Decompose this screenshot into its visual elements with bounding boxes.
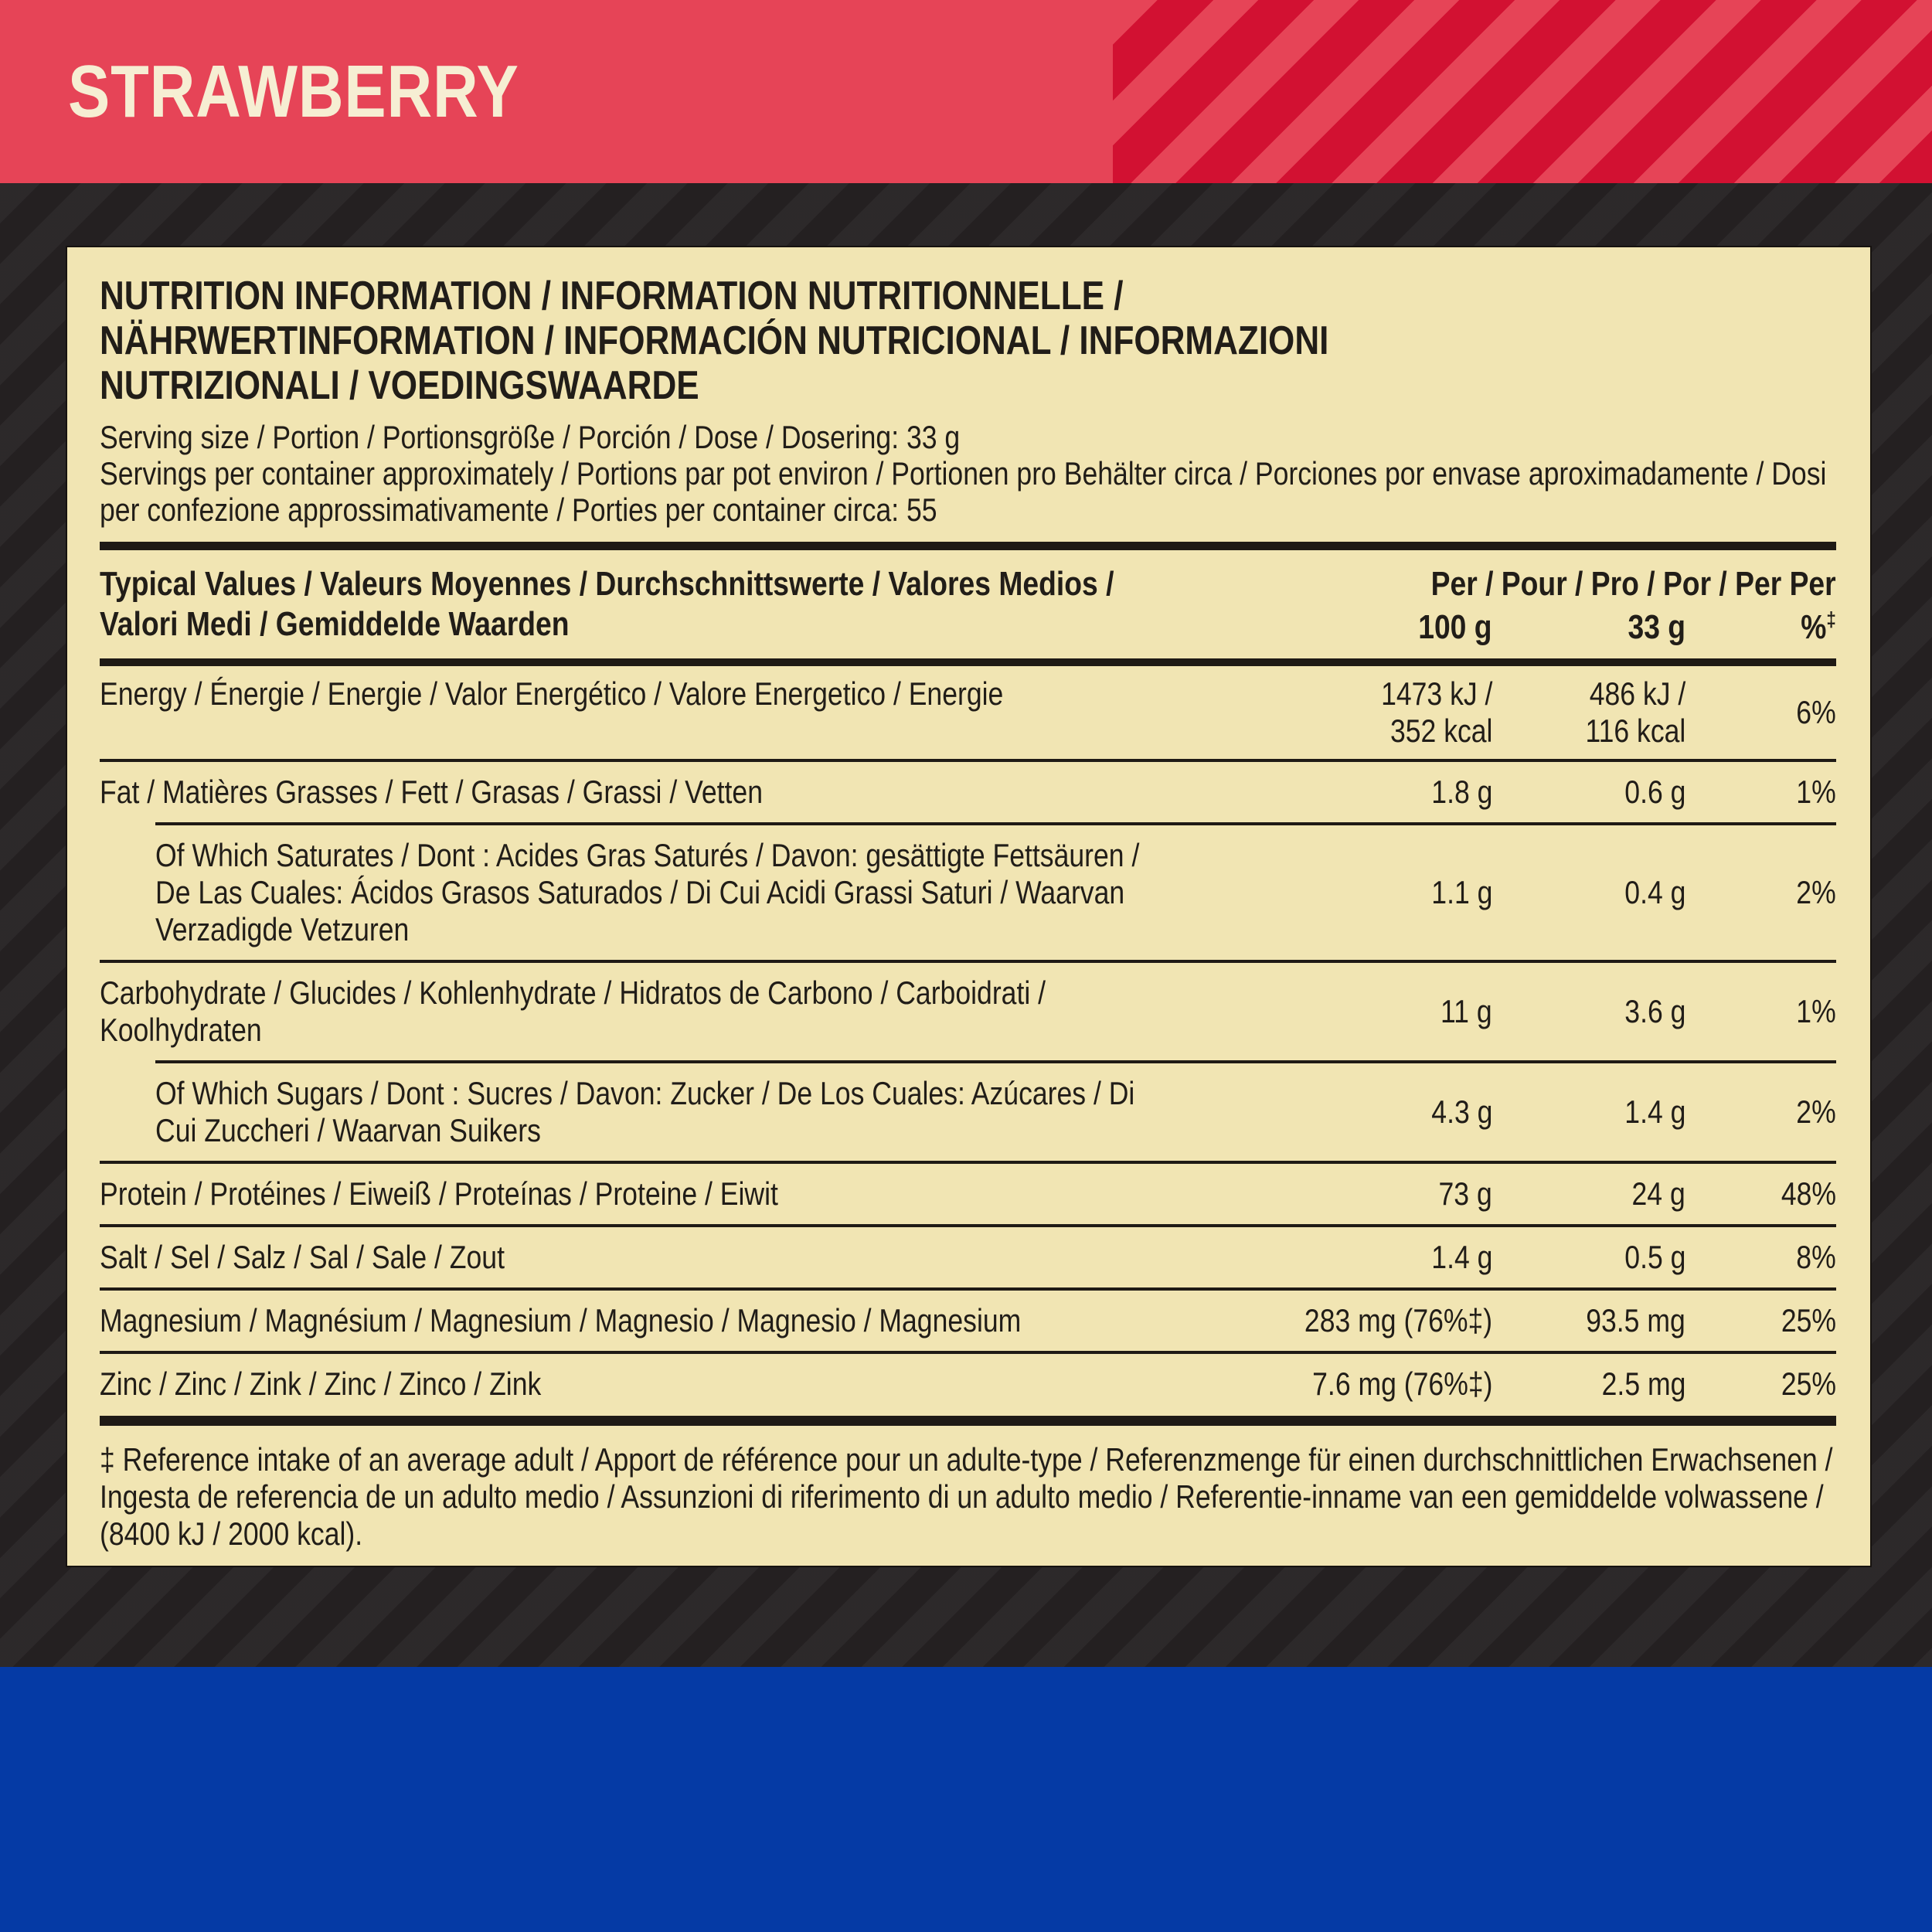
value-per-33g: 93.5 mg <box>1586 1302 1685 1338</box>
value-per-100g: 7.6 mg (76%‡) <box>1311 1366 1492 1402</box>
row-label: Of Which Sugars / Dont : Sucres / Davon:… <box>155 1075 1135 1148</box>
table-row-salt: Salt / Sel / Salz / Sal / Sale / Zout 1.… <box>100 1227 1836 1287</box>
value-per-100g: 1.8 g <box>1430 774 1492 810</box>
rule-above-table <box>100 542 1836 550</box>
row-label: Zinc / Zinc / Zink / Zinc / Zinco / Zink <box>100 1366 542 1402</box>
row-separator <box>100 759 1836 762</box>
nutrition-heading-line-2: NÄHRWERTINFORMATION / INFORMACIÓN NUTRIC… <box>100 318 1329 363</box>
per-columns-header-line: Per / Pour / Pro / Por / Per Per <box>1430 565 1836 603</box>
value-per-100g: 1.4 g <box>1430 1239 1492 1275</box>
value-ri-pct: 6% <box>1796 694 1836 730</box>
servings-per-container-line: Servings per container approximately / P… <box>100 455 1827 528</box>
value-per-33g: 1.4 g <box>1624 1094 1685 1130</box>
rule-below-header <box>100 658 1836 666</box>
row-label: Of Which Saturates / Dont : Acides Gras … <box>155 837 1140 947</box>
row-separator <box>100 1351 1836 1354</box>
row-label: Magnesium / Magnésium / Magnesium / Magn… <box>100 1302 1022 1338</box>
nutrition-heading: NUTRITION INFORMATION / INFORMATION NUTR… <box>100 274 1836 408</box>
nutrition-panel: NUTRITION INFORMATION / INFORMATION NUTR… <box>66 246 1872 1567</box>
value-per-100g: 1.1 g <box>1430 874 1492 910</box>
reference-intake-footnote: ‡ Reference intake of an average adult /… <box>100 1441 1833 1552</box>
row-label: Salt / Sel / Salz / Sal / Sale / Zout <box>100 1239 505 1275</box>
row-label: Energy / Énergie / Energie / Valor Energ… <box>100 675 1004 712</box>
col-header-per-33g: 33 g <box>1628 608 1685 646</box>
row-separator-indented <box>155 822 1836 825</box>
row-separator <box>100 1224 1836 1227</box>
flavor-title-text: STRAWBERRY <box>68 49 519 133</box>
bottom-blue-band <box>0 1667 1932 1932</box>
table-row-sugars: Of Which Sugars / Dont : Sucres / Davon:… <box>100 1063 1836 1161</box>
per-columns-header: Per / Pour / Pro / Por / Per Per 100 g 3… <box>1175 564 1836 648</box>
table-row-saturates: Of Which Saturates / Dont : Acides Gras … <box>100 825 1836 960</box>
value-ri-pct: 2% <box>1796 1094 1836 1130</box>
value-ri-pct: 25% <box>1781 1366 1836 1402</box>
serving-size-line: Serving size / Portion / Portionsgröße /… <box>100 419 961 455</box>
col-header-ri-pct: %‡ <box>1801 607 1836 646</box>
value-per-100g: 283 mg (76%‡) <box>1304 1302 1492 1338</box>
value-per-33g: 0.4 g <box>1624 874 1685 910</box>
value-per-100g: 1473 kJ / 352 kcal <box>1380 675 1492 749</box>
value-per-33g: 24 g <box>1631 1175 1685 1212</box>
typical-values-header: Typical Values / Valeurs Moyennes / Durc… <box>100 565 1114 643</box>
row-separator <box>100 1161 1836 1164</box>
rule-below-table <box>100 1416 1836 1426</box>
row-label: Carbohydrate / Glucides / Kohlenhydrate … <box>100 975 1046 1048</box>
value-ri-pct: 1% <box>1796 993 1836 1029</box>
value-per-33g: 0.5 g <box>1624 1239 1685 1275</box>
table-row-protein: Protein / Protéines / Eiweiß / Proteínas… <box>100 1164 1836 1224</box>
value-per-100g: 4.3 g <box>1430 1094 1492 1130</box>
row-label: Protein / Protéines / Eiweiß / Proteínas… <box>100 1175 778 1212</box>
value-per-33g: 486 kJ / 116 kcal <box>1585 675 1685 749</box>
value-ri-pct: 2% <box>1796 874 1836 910</box>
nutrition-heading-line-1: NUTRITION INFORMATION / INFORMATION NUTR… <box>100 274 1124 318</box>
serving-info: Serving size / Portion / Portionsgröße /… <box>100 419 1836 528</box>
nutrition-heading-line-3: NUTRIZIONALI / VOEDINGSWAARDE <box>100 363 699 408</box>
banner-diagonal-stripes <box>1113 0 1932 183</box>
dark-striped-background: NUTRITION INFORMATION / INFORMATION NUTR… <box>0 183 1932 1667</box>
flavor-banner: STRAWBERRY <box>0 0 1932 183</box>
table-header-row: Typical Values / Valeurs Moyennes / Durc… <box>100 550 1836 658</box>
value-ri-pct: 25% <box>1781 1302 1836 1338</box>
value-ri-pct: 48% <box>1781 1175 1836 1212</box>
table-row-magnesium: Magnesium / Magnésium / Magnesium / Magn… <box>100 1291 1836 1351</box>
per-columns-units: 100 g 33 g %‡ <box>1175 607 1836 648</box>
table-row-fat: Fat / Matières Grasses / Fett / Grasas /… <box>100 762 1836 822</box>
value-per-33g: 2.5 mg <box>1601 1366 1685 1402</box>
value-ri-pct: 1% <box>1796 774 1836 810</box>
value-per-100g: 11 g <box>1440 993 1492 1029</box>
table-row-zinc: Zinc / Zinc / Zink / Zinc / Zinco / Zink… <box>100 1354 1836 1414</box>
row-separator <box>100 960 1836 963</box>
flavor-title: STRAWBERRY <box>68 49 600 134</box>
value-per-100g: 73 g <box>1438 1175 1492 1212</box>
col-header-per-100g: 100 g <box>1418 608 1492 646</box>
table-row-carbohydrate: Carbohydrate / Glucides / Kohlenhydrate … <box>100 963 1836 1060</box>
reference-intake-mark: ‡ <box>1826 607 1836 631</box>
table-row-energy: Energy / Énergie / Energie / Valor Energ… <box>100 666 1836 759</box>
row-label: Fat / Matières Grasses / Fett / Grasas /… <box>100 774 763 810</box>
row-separator <box>100 1287 1836 1291</box>
value-per-33g: 3.6 g <box>1624 993 1685 1029</box>
row-separator-indented <box>155 1060 1836 1063</box>
value-per-33g: 0.6 g <box>1624 774 1685 810</box>
value-ri-pct: 8% <box>1796 1239 1836 1275</box>
